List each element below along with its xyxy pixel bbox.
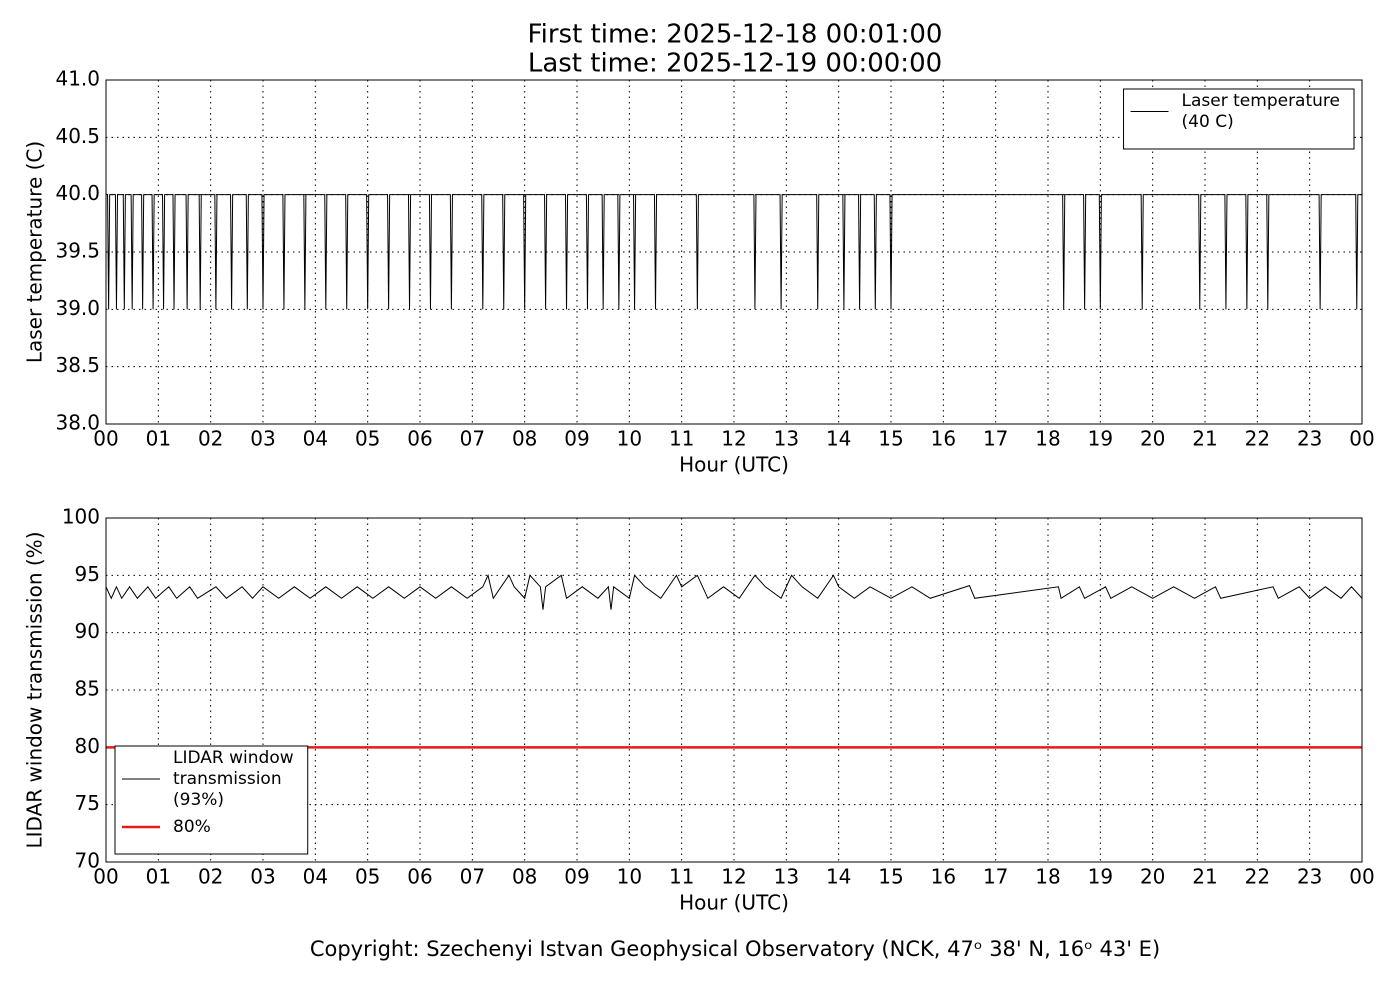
- y-axis-label: LIDAR window transmission (%): [23, 532, 47, 849]
- x-tick-label: 08: [512, 865, 537, 889]
- x-axis-label: Hour (UTC): [679, 891, 789, 915]
- x-tick-label: 02: [198, 427, 223, 451]
- x-tick-label: 04: [303, 865, 328, 889]
- x-tick-label: 23: [1297, 865, 1322, 889]
- legend-label: LIDAR window transmission (93%): [173, 748, 294, 810]
- y-tick-label: 90: [75, 619, 100, 643]
- x-tick-label: 06: [407, 427, 432, 451]
- x-tick-label: 11: [669, 865, 694, 889]
- chart-title: First time: 2025-12-18 00:01:00: [528, 20, 943, 50]
- x-tick-label: 08: [512, 427, 537, 451]
- x-tick-label: 01: [146, 427, 171, 451]
- y-tick-label: 40.0: [55, 181, 100, 205]
- x-tick-label: 20: [1140, 865, 1165, 889]
- x-tick-label: 07: [460, 865, 485, 889]
- y-tick-label: 85: [75, 677, 100, 701]
- x-tick-label: 21: [1192, 427, 1217, 451]
- x-tick-label: 17: [983, 427, 1008, 451]
- x-tick-label: 20: [1140, 427, 1165, 451]
- x-tick-label: 13: [774, 427, 799, 451]
- y-tick-label: 38.0: [55, 411, 100, 435]
- x-tick-label: 05: [355, 865, 380, 889]
- x-tick-label: 22: [1245, 865, 1270, 889]
- y-tick-label: 75: [75, 791, 100, 815]
- x-tick-label: 14: [826, 427, 851, 451]
- legend: LIDAR window transmission (93%) 80%: [114, 745, 309, 855]
- data-line: [106, 194, 1362, 310]
- x-tick-label: 22: [1245, 427, 1270, 451]
- legend: Laser temperature (40 C): [1123, 88, 1355, 150]
- x-tick-label: 19: [1088, 865, 1113, 889]
- x-tick-label: 13: [774, 865, 799, 889]
- x-tick-label: 18: [1035, 865, 1060, 889]
- legend-box: [114, 745, 309, 855]
- x-tick-label: 09: [564, 427, 589, 451]
- x-tick-label: 12: [721, 427, 746, 451]
- y-axis-label: Laser temperature (C): [23, 141, 47, 363]
- x-tick-label: 04: [303, 427, 328, 451]
- x-tick-label: 10: [617, 427, 642, 451]
- legend-label: 80%: [173, 817, 211, 837]
- x-tick-label: 15: [878, 865, 903, 889]
- axes-frame: [105, 517, 1363, 863]
- axes-frame: [105, 79, 1363, 425]
- x-tick-label: 06: [407, 865, 432, 889]
- y-tick-label: 39.5: [55, 239, 100, 263]
- x-tick-label: 00: [93, 865, 118, 889]
- y-tick-label: 100: [62, 505, 100, 529]
- data-line: [106, 573, 1362, 610]
- x-tick-label: 19: [1088, 427, 1113, 451]
- x-tick-label: 03: [250, 427, 275, 451]
- x-tick-label: 17: [983, 865, 1008, 889]
- y-tick-label: 41.0: [55, 67, 100, 91]
- x-tick-label: 12: [721, 865, 746, 889]
- y-tick-label: 80: [75, 734, 100, 758]
- x-tick-label: 21: [1192, 865, 1217, 889]
- x-tick-label: 03: [250, 865, 275, 889]
- chart-subtitle: Last time: 2025-12-19 00:00:00: [528, 49, 942, 79]
- x-tick-label: 23: [1297, 427, 1322, 451]
- x-tick-label: 02: [198, 865, 223, 889]
- y-tick-label: 39.0: [55, 296, 100, 320]
- x-tick-label: 01: [146, 865, 171, 889]
- x-tick-label: 16: [931, 865, 956, 889]
- x-tick-label: 10: [617, 865, 642, 889]
- x-tick-label: 11: [669, 427, 694, 451]
- legend-box: [1123, 88, 1355, 150]
- x-tick-label: 00: [1349, 427, 1374, 451]
- y-tick-label: 95: [75, 562, 100, 586]
- x-tick-label: 16: [931, 427, 956, 451]
- y-tick-label: 70: [75, 849, 100, 873]
- x-tick-label: 00: [93, 427, 118, 451]
- y-tick-label: 40.5: [55, 124, 100, 148]
- x-tick-label: 14: [826, 865, 851, 889]
- y-tick-label: 38.5: [55, 353, 100, 377]
- x-tick-label: 09: [564, 865, 589, 889]
- x-tick-label: 18: [1035, 427, 1060, 451]
- x-axis-label: Hour (UTC): [679, 453, 789, 477]
- legend-label: Laser temperature (40 C): [1182, 91, 1340, 132]
- x-tick-label: 00: [1349, 865, 1374, 889]
- x-tick-label: 15: [878, 427, 903, 451]
- x-tick-label: 07: [460, 427, 485, 451]
- x-tick-label: 05: [355, 427, 380, 451]
- copyright: Copyright: Szechenyi Istvan Geophysical …: [310, 937, 1160, 961]
